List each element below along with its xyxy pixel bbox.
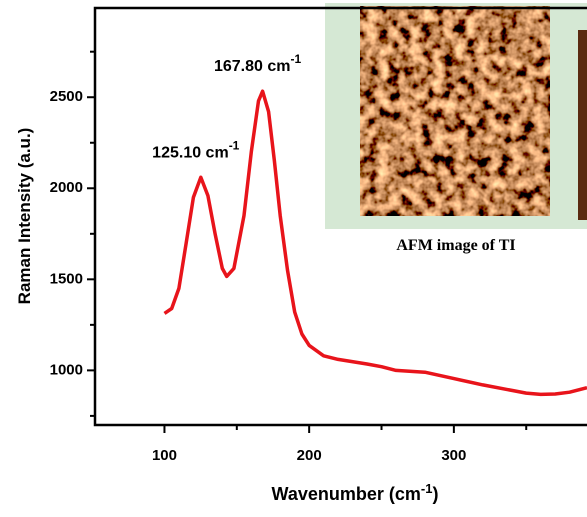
x-tick-label: 100 xyxy=(152,447,177,464)
x-axis-label-suffix: ) xyxy=(432,484,438,504)
y-tick-label: 1500 xyxy=(50,270,83,287)
peak-annotation: 167.80 cm-1 xyxy=(214,52,302,75)
peak-annotation-sup: -1 xyxy=(229,138,240,152)
y-tick-label: 2500 xyxy=(50,88,83,105)
inset: AFM image of TI xyxy=(325,3,587,254)
y-tick-label: 1000 xyxy=(50,361,83,378)
x-axis-label-sup: -1 xyxy=(421,481,433,496)
peak-annotation: 125.10 cm-1 xyxy=(152,138,240,161)
afm-colorbar xyxy=(578,30,587,220)
inset-caption: AFM image of TI xyxy=(396,237,515,254)
x-axis-label: Wavenumber (cm-1) xyxy=(272,481,439,504)
peak-annotation-text: 167.80 cm xyxy=(214,58,291,75)
page: {"chart_data": {"type": "line", "xlabel"… xyxy=(0,0,587,512)
chart: AFM image of TI Raman Intensity (a.u.) W… xyxy=(0,0,587,512)
y-tick-label: 2000 xyxy=(50,179,83,196)
x-tick-label: 300 xyxy=(441,447,466,464)
x-axis-label-text: Wavenumber (cm xyxy=(272,484,421,504)
peak-annotation-sup: -1 xyxy=(290,52,301,66)
x-tick-label: 200 xyxy=(297,447,322,464)
y-axis-label: Raman Intensity (a.u.) xyxy=(15,128,34,305)
afm-image xyxy=(360,6,550,216)
peak-annotation-text: 125.10 cm xyxy=(152,144,229,161)
